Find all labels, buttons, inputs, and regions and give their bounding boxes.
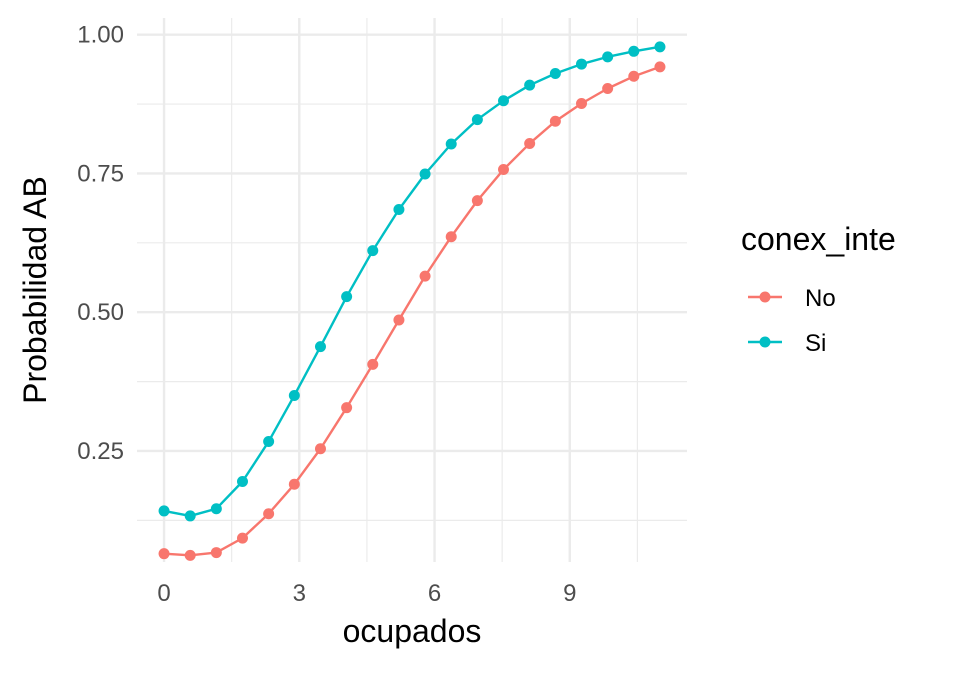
data-point-no	[602, 82, 614, 94]
data-point-no	[288, 478, 300, 490]
data-point-no	[314, 443, 326, 455]
data-point-no	[524, 137, 536, 149]
series-si	[158, 41, 666, 522]
y-tick-label: 0.50	[77, 299, 124, 326]
data-point-no	[236, 532, 248, 544]
data-point-si	[549, 68, 561, 80]
y-tick-labels: 0.25 0.50 0.75 1.00	[77, 22, 124, 465]
data-point-si	[471, 114, 483, 126]
x-tick-labels: 0 3 6 9	[157, 580, 576, 607]
data-point-no	[341, 402, 353, 414]
data-point-si	[524, 79, 536, 91]
data-point-si	[158, 505, 170, 517]
y-tick-label: 0.25	[77, 438, 124, 465]
series-no	[158, 61, 666, 561]
legend-key-point	[759, 291, 771, 303]
legend-label: No	[805, 285, 836, 312]
data-point-si	[445, 138, 457, 150]
data-point-no	[445, 231, 457, 243]
data-point-si	[263, 436, 275, 448]
data-point-si	[210, 503, 222, 515]
data-point-no	[263, 508, 275, 520]
data-point-no	[628, 70, 640, 82]
y-axis-title: Probabilidad AB	[17, 176, 53, 404]
legend-label: Si	[805, 330, 826, 357]
x-tick-label: 3	[293, 580, 306, 607]
y-tick-label: 1.00	[77, 22, 124, 49]
x-tick-label: 0	[157, 580, 170, 607]
data-point-no	[576, 97, 588, 109]
x-tick-label: 9	[563, 580, 576, 607]
data-point-si	[236, 476, 248, 488]
series-line-si	[163, 45, 661, 518]
data-point-no	[471, 195, 483, 207]
data-point-si	[288, 389, 300, 401]
data-point-no	[393, 314, 405, 326]
data-point-no	[184, 549, 196, 561]
y-tick-label: 0.75	[77, 160, 124, 187]
legend-title: conex_inte	[741, 221, 896, 257]
legend-item-si: Si	[748, 330, 826, 357]
x-axis-title: ocupados	[343, 613, 482, 649]
data-point-si	[419, 168, 431, 180]
data-point-no	[158, 548, 170, 560]
data-point-si	[314, 341, 326, 353]
data-point-si	[341, 291, 353, 303]
data-point-si	[393, 204, 405, 216]
series-layer	[158, 41, 666, 561]
data-point-no	[654, 61, 666, 73]
data-point-no	[549, 115, 561, 127]
data-point-si	[184, 510, 196, 522]
data-point-no	[419, 270, 431, 282]
data-point-si	[628, 45, 640, 57]
legend-item-no: No	[748, 285, 836, 312]
grid-minor	[137, 18, 687, 562]
data-point-no	[210, 547, 222, 559]
data-point-si	[576, 58, 588, 70]
legend-items: No Si	[748, 285, 836, 357]
grid-major	[137, 18, 687, 562]
legend: conex_inte No Si	[741, 221, 896, 357]
data-point-si	[654, 41, 666, 53]
data-point-si	[367, 245, 379, 257]
data-point-si	[498, 95, 510, 107]
data-point-si	[602, 51, 614, 63]
legend-key-point	[759, 336, 771, 348]
data-point-no	[367, 358, 379, 370]
x-tick-label: 6	[428, 580, 441, 607]
data-point-no	[498, 164, 510, 176]
